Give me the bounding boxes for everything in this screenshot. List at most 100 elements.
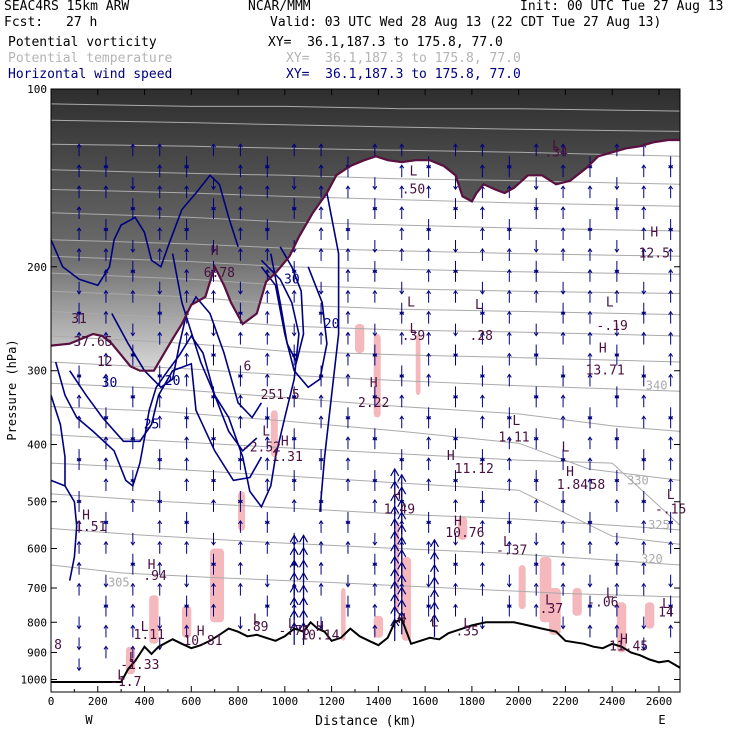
wind-vector-head xyxy=(345,436,351,441)
valid-time: Valid: 03 UTC Wed 28 Aug 13 (22 CDT Tue … xyxy=(270,15,662,30)
wind-vector-head xyxy=(318,394,324,399)
wind-vector-head xyxy=(130,352,136,357)
wind-vector-head xyxy=(426,164,432,169)
pv-extremum-label: H xyxy=(148,558,156,573)
pv-extremum-label: -.15 xyxy=(655,502,686,517)
wind-vector-head xyxy=(372,561,378,566)
wind-vector-head xyxy=(453,478,458,483)
wind-vector-head xyxy=(372,478,378,483)
wind-vector-head xyxy=(372,394,378,399)
pink-cell xyxy=(401,556,412,641)
pv-extremum-label: -1.7 xyxy=(110,675,141,690)
updraft-vector-head xyxy=(289,546,299,556)
updraft-vector-head xyxy=(390,480,400,489)
pv-extremum-label: .58 xyxy=(582,478,605,493)
updraft-vector-head xyxy=(299,596,309,606)
wind-vector-head xyxy=(506,415,512,420)
wind-vector-head xyxy=(345,247,351,253)
wind-vector-head xyxy=(641,164,647,169)
wind-vector-head xyxy=(668,457,674,462)
pink-cell xyxy=(518,565,526,610)
wind-vector-head xyxy=(506,478,512,483)
updraft-vector-head xyxy=(289,621,299,631)
wind-vector-head xyxy=(264,540,270,546)
wind-vector-head xyxy=(237,373,243,378)
updraft-vector-head xyxy=(289,609,299,618)
wind-vector-head xyxy=(103,457,109,462)
wind-vector-head xyxy=(76,394,82,399)
wind-vector-head xyxy=(76,582,82,587)
x-tick-label: 2200 xyxy=(552,695,579,708)
wind-vector-head xyxy=(533,582,539,587)
wind-vector-head xyxy=(318,625,324,630)
pv-extremum-label: 37.65 xyxy=(74,335,113,350)
theta-contour xyxy=(51,189,680,207)
wind-vector-head xyxy=(506,457,512,462)
pink-cell xyxy=(572,588,582,616)
pv-extremum-label: 10.76 xyxy=(445,526,484,541)
wind-vector-head xyxy=(453,394,458,399)
updraft-vector-head xyxy=(429,551,440,560)
wind-vector-head xyxy=(453,541,458,546)
wind-vector-head xyxy=(130,645,136,650)
wind-vector-head xyxy=(318,143,324,148)
updraft-vector-head xyxy=(289,571,299,581)
wind-vector-head xyxy=(479,457,485,462)
updraft-vector-head xyxy=(397,498,407,508)
forecast-label: Fcst: xyxy=(4,15,44,30)
x-tick-label: 600 xyxy=(181,695,201,708)
wind-vector-head xyxy=(668,436,674,441)
wind-vector-head xyxy=(533,185,539,191)
pv-extremum-label: .37 xyxy=(540,602,563,617)
wind-vector-head xyxy=(130,541,136,546)
wind-vector-head xyxy=(345,519,351,525)
wind-vector-head xyxy=(641,290,647,295)
wind-vector-head xyxy=(453,248,458,253)
wind-vector-head xyxy=(184,268,190,274)
wind-vector-head xyxy=(372,603,378,608)
wind-vector-head xyxy=(479,394,485,399)
wind-vector-head xyxy=(399,290,405,295)
wind-vector-head xyxy=(506,436,512,441)
pv-extremum-label: L xyxy=(606,586,614,601)
wind-vector-head xyxy=(76,519,82,525)
wind-vector-head xyxy=(453,582,458,587)
pv-extremum-label: H xyxy=(370,376,378,391)
pv-extremum-label: 12.5 xyxy=(639,247,670,262)
theta-contour xyxy=(51,528,680,566)
wind-vector-head xyxy=(399,457,405,462)
wind-vector-head xyxy=(184,247,190,253)
wind-vector-head xyxy=(560,540,566,546)
wind-vector-head xyxy=(237,499,243,504)
wind-vector-head xyxy=(264,247,270,253)
pv-extremum-label: -.06 xyxy=(587,595,618,610)
x-tick-label: 2000 xyxy=(505,695,532,708)
east-end-label: E xyxy=(658,713,665,727)
wind-vector-head xyxy=(614,499,620,504)
wind-vector-head xyxy=(130,436,136,441)
wind-vector-head xyxy=(237,561,243,566)
wind-vector-head xyxy=(211,436,216,441)
pv-extremum-label: 1.49 xyxy=(384,502,415,517)
wind-vector-head xyxy=(614,289,620,295)
updraft-vector-head xyxy=(397,611,407,620)
pv-extremum-label: L xyxy=(463,617,471,632)
pv-extremum-label: -.76 xyxy=(279,624,310,639)
pv-extremum-label: 13.71 xyxy=(586,364,625,379)
wind-vector-head xyxy=(587,478,593,483)
updraft-vector-head xyxy=(390,605,400,614)
theta-contour xyxy=(51,310,680,337)
wind-vector-head xyxy=(264,310,270,315)
wind-vector-head xyxy=(506,583,512,588)
wind-vector-head xyxy=(76,331,82,336)
updraft-vector-head xyxy=(299,559,309,568)
wind-contour-label: 25 xyxy=(144,418,160,433)
pv-extremum-label: L xyxy=(129,651,137,666)
pv-extremum-label: L xyxy=(431,615,439,630)
wind-vector-head xyxy=(560,143,566,148)
wind-vector-head xyxy=(426,227,432,232)
updraft-vector-head xyxy=(390,530,400,539)
wind-vector-head xyxy=(372,499,378,504)
wind-vector-head xyxy=(560,499,566,504)
